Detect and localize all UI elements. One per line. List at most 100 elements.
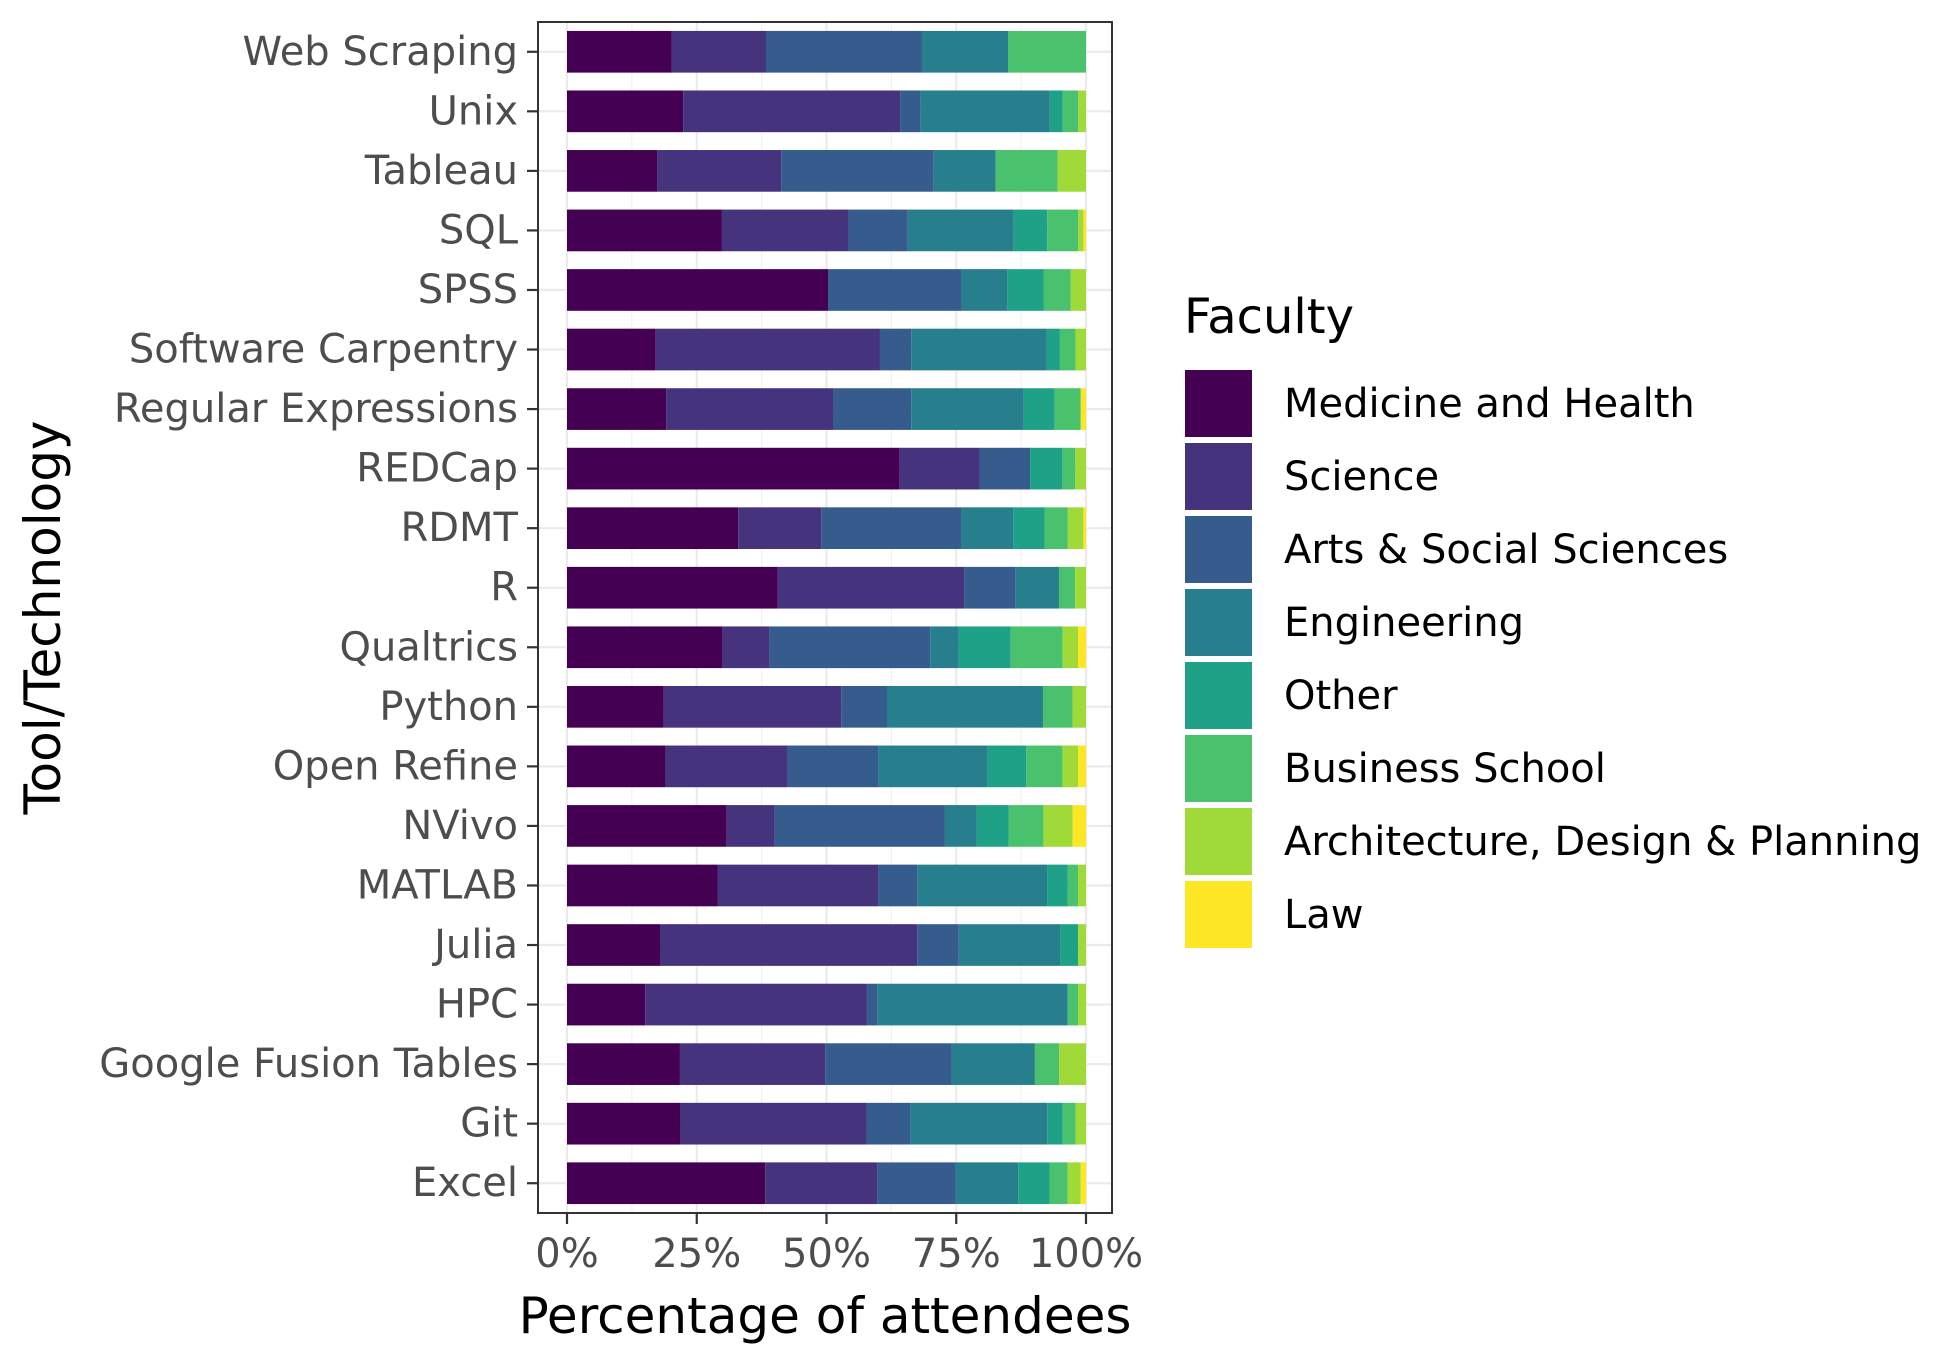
bar-segment	[1049, 1162, 1068, 1205]
bar-segment	[878, 745, 988, 788]
bar-segment	[1078, 90, 1086, 133]
bar-row	[567, 90, 1086, 133]
bar-segment	[917, 864, 1048, 907]
bar-segment	[1067, 507, 1084, 550]
bar-segment	[1046, 328, 1060, 371]
bar-segment	[645, 983, 867, 1026]
bar-segment	[958, 924, 1061, 966]
y-tick-label: HPC	[436, 982, 518, 1028]
bar-segment	[979, 447, 1031, 490]
bar-segment	[833, 388, 912, 430]
bar-segment	[995, 150, 1058, 192]
bar-segment	[878, 864, 918, 907]
bar-segment	[567, 328, 656, 371]
bar-segment	[987, 745, 1027, 788]
bar-segment	[1080, 388, 1086, 430]
y-tick-label: NVivo	[402, 803, 518, 849]
bar-row	[567, 507, 1086, 550]
bar-segment	[877, 1162, 956, 1205]
bar-segment	[1013, 209, 1048, 252]
bar-segment	[955, 1162, 1019, 1205]
y-tick-label: Open Refine	[273, 743, 518, 789]
bar-segment	[1013, 507, 1045, 550]
bar-segment	[1062, 745, 1079, 788]
bar-segment	[1058, 566, 1076, 609]
bar-segment	[841, 685, 888, 728]
bar-segment	[765, 30, 922, 73]
bar-segment	[1008, 30, 1086, 73]
bar-segment	[1007, 269, 1044, 311]
bar-segment	[683, 90, 901, 133]
legend-swatch	[1185, 881, 1252, 948]
bar-segment	[961, 269, 1008, 311]
bar-segment	[721, 209, 849, 252]
bar-segment	[1062, 90, 1079, 133]
bar-segment	[722, 626, 770, 669]
bar-segment	[1075, 1102, 1086, 1145]
y-tick-label: SQL	[439, 207, 519, 253]
bar-row	[567, 150, 1086, 192]
bar-segment	[1067, 864, 1079, 907]
y-tick-label: Software Carpentry	[129, 327, 518, 373]
bar-segment	[1059, 328, 1076, 371]
bar-segment	[567, 209, 722, 252]
bar-row	[567, 328, 1086, 371]
bar-segment	[1042, 685, 1073, 728]
legend: Faculty Medicine and Health Science Arts &…	[1184, 289, 1921, 948]
bar-row	[567, 447, 1086, 490]
bar-segment	[1072, 685, 1086, 728]
bar-segment	[567, 1162, 766, 1205]
y-axis-title: Tool/Technology	[14, 420, 72, 815]
bar-segment	[910, 1102, 1048, 1145]
bar-segment	[887, 685, 1043, 728]
y-tick-label: Qualtrics	[339, 624, 518, 670]
bar-segment	[774, 805, 945, 847]
bar-segment	[951, 1043, 1035, 1085]
bar-segment	[680, 1102, 867, 1145]
bar-segment	[1078, 924, 1086, 966]
y-tick-label: Unix	[429, 88, 518, 134]
bar-row	[567, 864, 1086, 907]
bar-segment	[821, 507, 962, 550]
bar-row	[567, 924, 1086, 966]
legend-label: Law	[1284, 892, 1364, 938]
x-tick-label: 75%	[912, 1231, 1001, 1277]
bar-segment	[964, 566, 1016, 609]
bar-segment	[879, 328, 912, 371]
y-tick-label: Julia	[431, 922, 518, 968]
y-tick-label: Python	[379, 684, 518, 730]
bar-segment	[787, 745, 879, 788]
bar-segment	[567, 30, 672, 73]
bar-segment	[671, 30, 766, 73]
bar-segment	[920, 90, 1050, 133]
bar-segment	[1034, 1043, 1060, 1085]
legend-label: Architecture, Design & Planning	[1284, 819, 1921, 865]
bar-segment	[1062, 447, 1076, 490]
bar-row	[567, 566, 1086, 609]
bar-segment	[1010, 626, 1063, 669]
bar-segment	[930, 626, 959, 669]
legend-swatch	[1185, 589, 1252, 656]
bar-segment	[738, 507, 822, 550]
x-tick-label: 25%	[652, 1231, 741, 1277]
bar-segment	[567, 388, 667, 430]
bar-segment	[911, 388, 1024, 430]
bar-segment	[917, 924, 959, 966]
bar-segment	[1075, 447, 1086, 490]
bar-segment	[976, 805, 1009, 847]
y-tick-label: Excel	[412, 1160, 518, 1206]
bar-segment	[1015, 566, 1059, 609]
bar-segment	[1067, 1162, 1081, 1205]
bar-segment	[1080, 1162, 1086, 1205]
bar-segment	[726, 805, 775, 847]
bar-segment	[921, 30, 1009, 73]
bar-segment	[1078, 983, 1086, 1026]
bar-segment	[1026, 745, 1063, 788]
y-tick-label: Tableau	[364, 148, 518, 194]
y-tick-label: Google Fusion Tables	[99, 1041, 518, 1087]
x-tick-label: 50%	[782, 1231, 871, 1277]
bar-segment	[567, 1043, 680, 1085]
legend-items: Medicine and Health Science Arts & Social …	[1185, 370, 1921, 948]
legend-label: Other	[1284, 673, 1398, 719]
